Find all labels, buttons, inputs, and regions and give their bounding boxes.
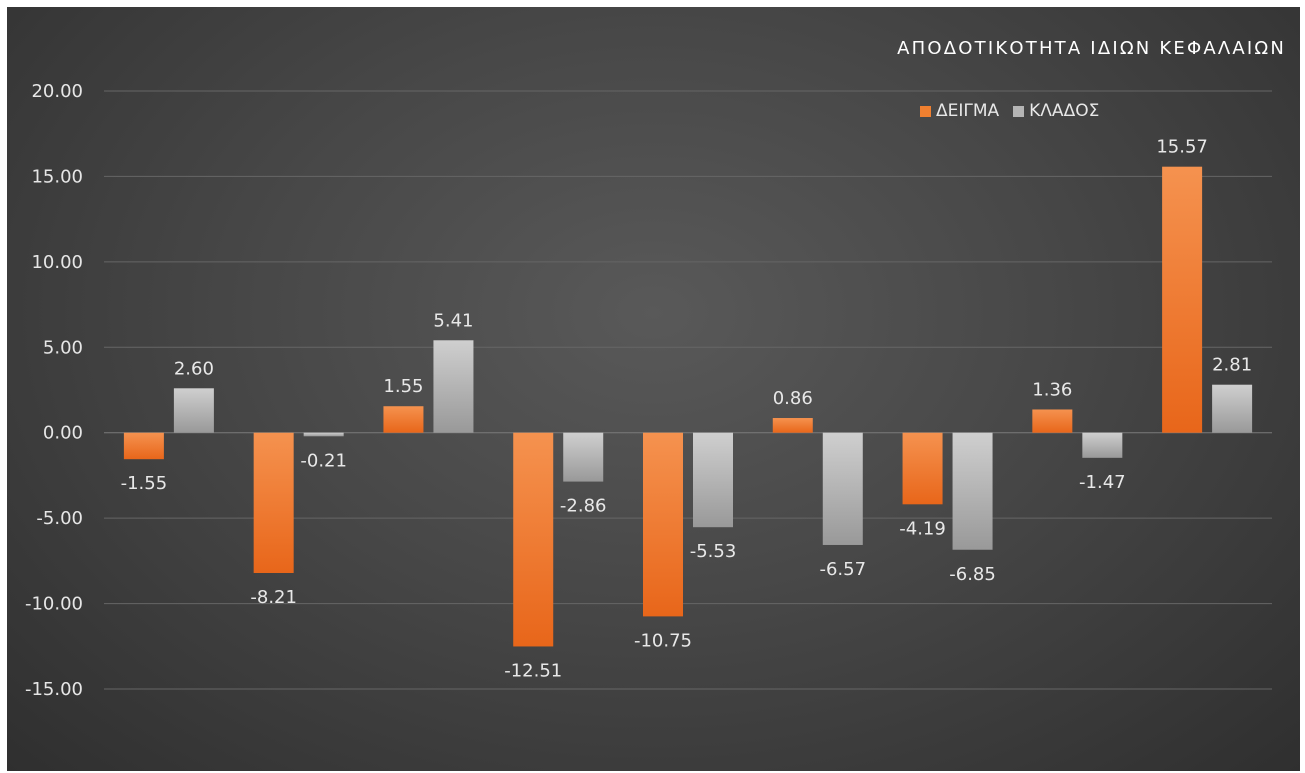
chart-area: 20.00 15.00 10.00 5.00 0.00 -5.00 -10.00 -15.00… [7, 7, 1300, 771]
y-tick-label: 5.00 [43, 337, 83, 358]
bar-sector [303, 432, 344, 437]
y-tick-label: 10.00 [31, 252, 83, 273]
legend-swatch-sector [1013, 105, 1025, 117]
bar-sample [1032, 409, 1073, 433]
data-label-sector: -5.53 [690, 541, 737, 562]
bar-sector [693, 432, 733, 528]
bar-sample [902, 432, 943, 505]
data-label-sector: 2.81 [1212, 355, 1252, 376]
data-label-sector: -6.85 [949, 564, 996, 585]
bar-sector [173, 388, 214, 433]
data-label-sector: -2.86 [560, 496, 607, 517]
y-tick-label: 15.00 [31, 166, 83, 187]
data-label-sample: -4.19 [899, 518, 946, 539]
legend-swatch-sample [920, 105, 931, 117]
bar-sample [1162, 166, 1203, 433]
bar-sample [123, 432, 164, 460]
bar-sector [952, 432, 993, 550]
legend: ΔΕΙΓΜΑ ΚΛΑΔΟΣ [920, 101, 1099, 121]
data-label-sector: -1.47 [1079, 472, 1126, 493]
data-label-sample: -1.55 [121, 473, 168, 494]
legend-item-sector: ΚΛΑΔΟΣ [1013, 101, 1099, 121]
data-label-sample: 15.57 [1156, 137, 1208, 158]
data-label-sector: -6.57 [819, 559, 866, 580]
data-label-sector: 2.60 [174, 358, 214, 379]
data-label-sample: 1.36 [1032, 379, 1072, 400]
data-label-sample: -10.75 [634, 630, 692, 651]
bar-sample [643, 432, 683, 617]
bar-sector [822, 432, 863, 545]
data-label-sample: 1.55 [383, 376, 423, 397]
bar-sample [253, 432, 294, 573]
bar-sample [383, 406, 424, 433]
y-tick-label: 20.00 [31, 81, 83, 102]
legend-label-sample: ΔΕΙΓΜΑ [936, 101, 1000, 121]
y-tick-label: -5.00 [36, 508, 83, 529]
bar-sector [433, 340, 474, 433]
bar-sample [513, 432, 554, 647]
data-label-sample: -8.21 [250, 587, 297, 608]
bar-sample [772, 418, 813, 433]
legend-label-sector: ΚΛΑΔΟΣ [1029, 101, 1100, 121]
bar-sector [1082, 432, 1123, 458]
data-label-sector: -0.21 [300, 450, 347, 471]
chart-title: ΑΠΟΔΟΤΙΚΟΤΗΤΑ ΙΔΙΩΝ ΚΕΦΑΛΑΙΩΝ [897, 38, 1286, 59]
data-label-sector: 5.41 [433, 310, 473, 331]
y-tick-label: -10.00 [25, 594, 83, 615]
bar-sector [563, 432, 604, 482]
y-tick-label: 0.00 [43, 423, 83, 444]
chart-plot: 20.00 15.00 10.00 5.00 0.00 -5.00 -10.00 -15.00… [25, 81, 1272, 700]
bar-sector [1212, 384, 1253, 433]
data-label-sample: -12.51 [504, 660, 562, 681]
y-tick-label: -15.00 [25, 679, 83, 700]
data-label-sample: 0.86 [773, 388, 813, 409]
legend-item-sample: ΔΕΙΓΜΑ [920, 101, 999, 121]
